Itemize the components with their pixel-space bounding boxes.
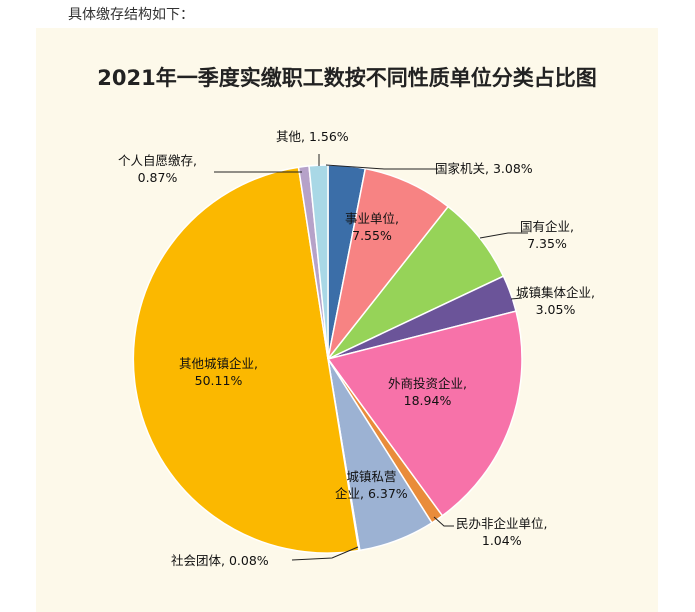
- pie-slice-外商投资企业: [326, 310, 523, 517]
- leader-line-minban: [433, 516, 454, 527]
- label-qita: 其他, 1.56%: [276, 129, 349, 144]
- leader-line-guojia: [325, 164, 438, 170]
- pie-slice-其他城镇企业: [132, 166, 360, 554]
- chart-card: 2021年一季度实缴职工数按不同性质单位分类占比图 国家机关, 3.08% 事业…: [36, 28, 658, 612]
- label-geren: 个人自愿缴存, 0.87%: [118, 153, 197, 185]
- leader-line-guoyou: [479, 232, 528, 239]
- chart-title: 2021年一季度实缴职工数按不同性质单位分类占比图: [97, 66, 597, 90]
- intro-text: 具体缴存结构如下：: [68, 7, 194, 23]
- label-waishang: 外商投资企业, 18.94%: [388, 376, 467, 408]
- pie-chart: [132, 154, 528, 561]
- label-guojia: 国家机关, 3.08%: [435, 161, 533, 176]
- label-siying: 城镇私营 企业, 6.37%: [335, 469, 408, 501]
- label-shiye: 事业单位, 7.55%: [345, 211, 399, 243]
- label-minban: 民办非企业单位, 1.04%: [456, 516, 548, 548]
- leader-line-shetuan: [291, 546, 359, 561]
- leader-line-jiti: [510, 297, 523, 300]
- label-guoyou: 国有企业, 7.35%: [520, 219, 574, 251]
- label-qitachengzhen: 其他城镇企业, 50.11%: [179, 356, 258, 388]
- label-jiti: 城镇集体企业, 3.05%: [516, 285, 595, 317]
- label-shetuan: 社会团体, 0.08%: [171, 553, 269, 568]
